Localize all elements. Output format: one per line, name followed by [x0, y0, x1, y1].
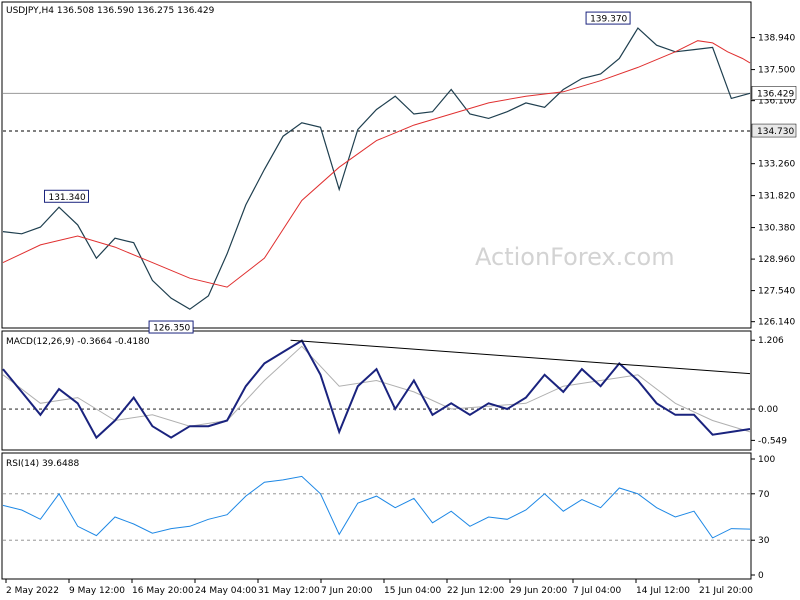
macd-signal-line [2, 345, 751, 433]
rsi-y-tick-label-2: 30 [758, 536, 770, 546]
annotation-box-2 [148, 320, 194, 334]
price-y-tick-label-5: 130.380 [758, 224, 795, 234]
annotation-label-2: 126.350 [153, 324, 190, 334]
annotation-label-0: 139.370 [590, 15, 627, 25]
x-axis: 2 May 2022 9 May 12:00 16 May 20:00 24 May … [5, 579, 753, 596]
rsi-y-tick-label-0: 100 [758, 455, 775, 465]
x-tick-label-1: 9 May 12:00 [69, 586, 125, 596]
price-panel [1, 1, 752, 329]
x-tick-label-11: 21 Jul 20:00 [699, 586, 753, 596]
rsi-y-tick-label-1: 70 [758, 490, 770, 500]
x-tick-label-6: 15 Jun 04:00 [384, 586, 441, 596]
price-hline-label-0: 134.730 [757, 127, 794, 137]
price-y-tick-label-0: 138.940 [758, 34, 795, 44]
x-tick-label-2: 16 May 20:00 [132, 586, 194, 596]
annotation-box-0 [585, 11, 631, 25]
price-y-tick-label-1: 137.500 [758, 66, 795, 76]
price-panel-title: USDJPY,H4 136.508 136.590 136.275 136.42… [6, 6, 215, 16]
price-y-tick-label-3: 133.260 [758, 160, 795, 170]
x-tick-label-4: 31 May 12:00 [258, 586, 320, 596]
x-tick-label-0: 2 May 2022 [6, 586, 59, 596]
x-tick-label-3: 24 May 04:00 [195, 586, 257, 596]
x-tick-label-10: 14 Jul 12:00 [636, 586, 690, 596]
x-tick-label-9: 7 Jul 04:00 [573, 586, 622, 596]
macd-line [2, 339, 751, 440]
price-y-tick-label-6: 128.960 [758, 255, 795, 265]
macd-y-tick-label-0: 1.206 [758, 336, 784, 346]
macd-panel-title: MACD(12,26,9) -0.3664 -0.4180 [6, 337, 150, 347]
moving-average-line [2, 40, 751, 288]
macd-y-tick-label-2: -0.549 [758, 436, 787, 446]
watermark: ActionForex.com [475, 243, 675, 271]
price-y-tick-label-2: 136.100 [758, 97, 795, 107]
annotation-box-1 [43, 189, 89, 203]
macd-y-tick-label-1: 0.00 [758, 405, 778, 415]
rsi-panel [1, 452, 752, 580]
rsi-y-tick-label-3: 0 [758, 571, 764, 581]
annotation-label-1: 131.340 [48, 193, 85, 203]
x-tick-label-5: 7 Jun 20:00 [321, 586, 373, 596]
price-y-tick-label-4: 131.820 [758, 192, 795, 202]
macd-trendline [290, 339, 751, 375]
x-tick-label-7: 22 Jun 12:00 [447, 586, 504, 596]
price-hline-label-box-1 [751, 86, 797, 100]
price-y-tick-label-8: 126.140 [758, 318, 795, 328]
price-series-line [2, 27, 751, 310]
price-chart: 138.940 137.500 136.100 133.260 131.820 130.3… [2, 11, 797, 334]
price-y-tick-label-7: 127.540 [758, 287, 795, 297]
rsi-panel-title: RSI(14) 39.6488 [6, 459, 79, 469]
macd-chart: 1.206 0.00 -0.549 [2, 336, 787, 446]
x-tick-label-8: 29 Jun 20:00 [510, 586, 567, 596]
price-hline-label-box-0 [751, 123, 797, 138]
rsi-line [2, 475, 751, 539]
macd-panel [1, 330, 752, 451]
price-hline-label-1: 136.429 [757, 89, 794, 99]
rsi-chart: 100 70 30 0 [2, 455, 775, 581]
